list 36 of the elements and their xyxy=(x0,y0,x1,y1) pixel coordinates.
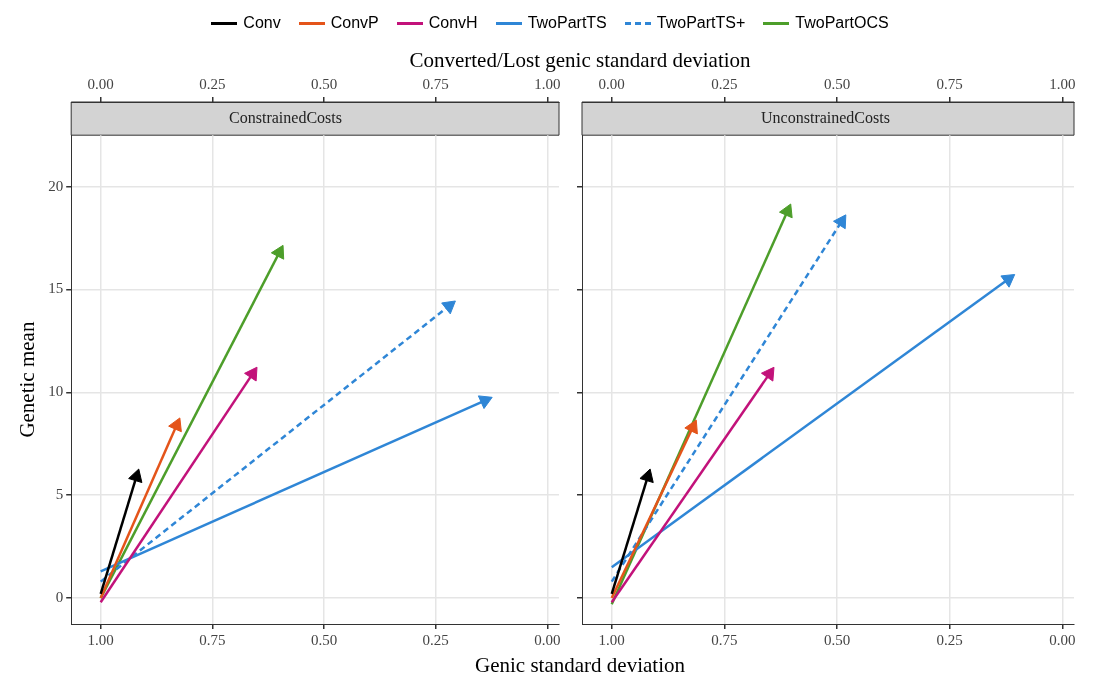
legend-label: TwoPartTS+ xyxy=(656,14,746,32)
y-axis-title: Genetic mean xyxy=(15,321,40,438)
x-tick-label: 0.50 xyxy=(310,631,338,648)
x2-tick-label: 0.00 xyxy=(598,75,625,92)
x-tick-label: 0.00 xyxy=(1049,631,1076,648)
x-tick-label: 0.75 xyxy=(711,631,738,648)
x-axis-title: Genic standard deviation xyxy=(474,653,686,678)
x2-axis-title: Converted/Lost genic standard deviation xyxy=(408,48,752,73)
y-tick-label: 20 xyxy=(48,177,64,194)
x-tick-label: 0.75 xyxy=(199,631,226,648)
x2-tick-label: 0.00 xyxy=(87,75,114,92)
x-tick-label: 1.00 xyxy=(598,631,625,648)
x2-tick-label: 0.75 xyxy=(936,75,963,92)
x2-tick-label: 1.00 xyxy=(534,75,561,92)
legend-label: Conv xyxy=(243,14,281,32)
y-tick-label: 15 xyxy=(48,280,64,297)
x-tick-label: 1.00 xyxy=(87,631,114,648)
x-tick-label: 0.50 xyxy=(823,631,851,648)
x2-tick-label: 0.25 xyxy=(711,75,738,92)
y-tick-label: 10 xyxy=(48,383,64,400)
x-tick-label: 0.25 xyxy=(936,631,963,648)
legend-label: TwoPartTS xyxy=(527,14,607,32)
x-tick-label: 0.25 xyxy=(422,631,449,648)
chart-title: ConstrainedCosts xyxy=(229,108,342,126)
legend-label: TwoPartOCS xyxy=(795,14,889,32)
x-tick-label: 0.00 xyxy=(534,631,561,648)
x2-tick-label: 1.00 xyxy=(1049,75,1076,92)
y-tick-label: 5 xyxy=(55,486,64,503)
x2-tick-label: 0.50 xyxy=(310,75,338,92)
x2-tick-label: 0.75 xyxy=(422,75,449,92)
x2-tick-label: 0.50 xyxy=(823,75,851,92)
chart-title: UnconstrainedCosts xyxy=(761,108,890,126)
legend-label: ConvP xyxy=(330,14,379,32)
legend-label: ConvH xyxy=(428,14,478,32)
x2-tick-label: 0.25 xyxy=(199,75,226,92)
y-tick-label: 0 xyxy=(55,589,64,606)
